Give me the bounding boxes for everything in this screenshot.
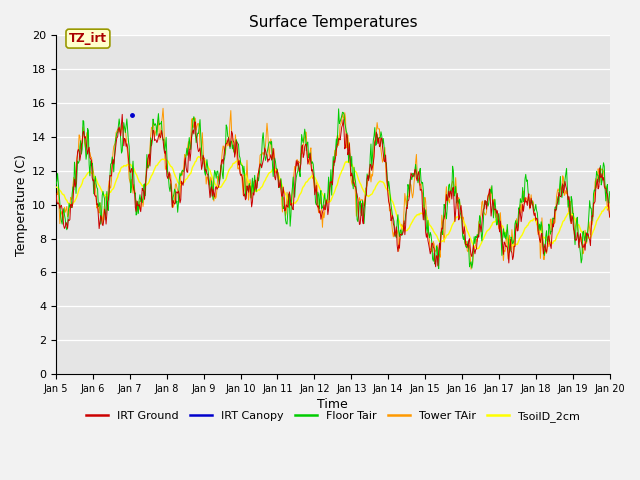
- Title: Surface Temperatures: Surface Temperatures: [248, 15, 417, 30]
- X-axis label: Time: Time: [317, 398, 348, 411]
- Y-axis label: Temperature (C): Temperature (C): [15, 154, 28, 256]
- Legend: IRT Ground, IRT Canopy, Floor Tair, Tower TAir, TsoilD_2cm: IRT Ground, IRT Canopy, Floor Tair, Towe…: [81, 407, 584, 426]
- Text: TZ_irt: TZ_irt: [69, 32, 107, 45]
